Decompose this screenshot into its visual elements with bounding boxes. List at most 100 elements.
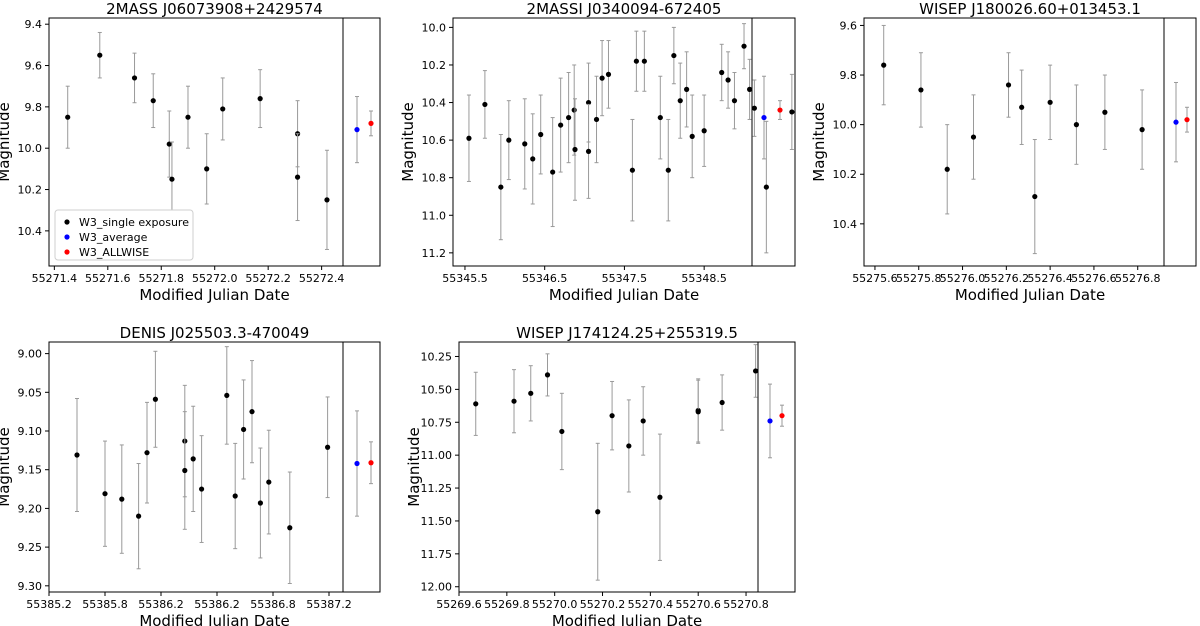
x-tick-label: 55272.0 — [192, 272, 238, 285]
data-point — [136, 513, 142, 519]
x-tick: 55385.8 — [82, 592, 128, 611]
data-point — [166, 141, 172, 147]
x-tick: 55272.2 — [245, 266, 291, 285]
data-point — [511, 398, 517, 404]
y-tick: 10.0 — [18, 142, 49, 155]
data-point — [1102, 109, 1108, 115]
data-point — [522, 141, 528, 147]
data-point — [1005, 82, 1012, 88]
x-axis-label: Modified Julian Date — [549, 286, 699, 304]
y-tick-label: 10.4 — [833, 218, 858, 231]
y-axis-label: Magnitude — [399, 102, 417, 181]
y-tick-label: 10.6 — [422, 134, 447, 147]
data-point — [144, 450, 150, 456]
data-point — [368, 120, 374, 126]
y-tick-label: 11.00 — [421, 449, 453, 462]
y-tick-label: 10.25 — [421, 350, 453, 363]
y-tick: 11.75 — [421, 548, 459, 561]
data-point — [558, 122, 564, 128]
legend-label: W3_average — [79, 231, 148, 244]
y-tick: 9.8 — [25, 101, 49, 114]
legend: W3_single exposure W3_average W3_ALLWISE — [54, 209, 194, 261]
x-tick: 55386.2 — [194, 592, 240, 611]
data-point — [169, 176, 175, 182]
y-tick-label: 11.50 — [421, 515, 453, 528]
x-tick-label: 55385.8 — [82, 598, 128, 611]
x-axis-label: Modified Julian Date — [139, 286, 289, 304]
y-tick: 9.8 — [840, 69, 864, 82]
x-tick: 55269.8 — [484, 592, 530, 611]
x-tick-label: 55387.2 — [306, 598, 352, 611]
series-w3-average — [354, 410, 360, 517]
series-w3-average — [354, 96, 360, 164]
panel-title: DENIS J025503.3-470049 — [120, 324, 310, 342]
data-point — [641, 58, 647, 64]
data-point — [498, 184, 504, 190]
x-tick-label: 55386.2 — [194, 598, 240, 611]
data-point — [466, 135, 472, 141]
x-tick: 55346.5 — [522, 266, 567, 285]
data-point — [677, 98, 683, 104]
x-tick-label: 55270.4 — [628, 598, 674, 611]
x-tick: 55270.2 — [580, 592, 625, 611]
y-tick: 11.25 — [421, 482, 459, 495]
series-w3-allwise — [368, 110, 374, 137]
x-tick: 55348.5 — [681, 266, 727, 285]
y-tick-label: 10.75 — [421, 416, 453, 429]
data-point — [354, 127, 360, 133]
x-tick-label: 55345.5 — [442, 272, 488, 285]
data-point — [595, 509, 601, 515]
series-w3-average — [767, 383, 773, 459]
data-point — [528, 390, 534, 396]
x-tick: 55271.8 — [139, 266, 184, 285]
data-point — [633, 58, 639, 64]
plot-area: 10.25 10.50 10.75 11.00 11.25 11.50 11.75 12.00… — [421, 341, 796, 611]
data-point — [657, 114, 663, 121]
x-tick: 55271.6 — [85, 266, 131, 285]
y-tick: 10.4 — [833, 218, 864, 231]
y-tick-label: 9.8 — [840, 69, 858, 82]
x-tick: 55272.0 — [192, 266, 238, 285]
x-tick: 55276.0 — [940, 266, 985, 285]
data-point — [1184, 117, 1190, 123]
y-tick-label: 10.0 — [422, 21, 447, 34]
y-tick-label: 12.00 — [421, 581, 453, 594]
y-tick-label: 10.4 — [422, 97, 447, 110]
x-tick: 55276.6 — [1071, 266, 1117, 285]
data-point — [266, 479, 272, 485]
series-w3-single-exposure — [881, 24, 1145, 255]
data-point — [665, 167, 671, 173]
y-axis-label: Magnitude — [0, 427, 13, 506]
data-point — [629, 167, 636, 173]
y-tick-label: 10.4 — [18, 225, 43, 238]
y-tick: 12.00 — [421, 581, 459, 594]
panel-2massi-j0340: 2MASSI J0340094-672405 Modified Julian D… — [399, 0, 796, 304]
data-point — [725, 77, 731, 83]
data-point — [719, 399, 725, 406]
data-point — [65, 114, 71, 120]
x-tick-label: 55272.4 — [299, 272, 345, 285]
data-point — [224, 392, 230, 399]
panel-wisep-j1800: WISEP J180026.60+013453.1 Modified Julia… — [810, 0, 1197, 304]
data-point — [185, 114, 191, 120]
data-point — [1139, 127, 1145, 133]
x-tick: 55272.4 — [299, 266, 345, 285]
panel-title: 2MASSI J0340094-672405 — [527, 0, 722, 18]
panel-title: WISEP J180026.60+013453.1 — [919, 0, 1141, 18]
data-point — [572, 146, 578, 153]
y-tick: 10.4 — [18, 225, 49, 238]
data-point — [1047, 99, 1053, 105]
data-point — [97, 52, 103, 58]
y-tick-label: 9.20 — [18, 502, 43, 515]
panel-denis-j0255: DENIS J025503.3-470049 Modified Julian D… — [0, 324, 381, 626]
data-point — [550, 169, 556, 175]
series-w3-allwise — [368, 441, 374, 485]
x-tick-label: 55276.8 — [1115, 272, 1161, 285]
y-tick: 9.20 — [18, 502, 49, 515]
y-tick-label: 9.15 — [18, 464, 43, 477]
series-w3-average — [761, 75, 767, 160]
x-axis-label: Modified Julian Date — [955, 286, 1105, 304]
series-w3-average — [1173, 81, 1179, 163]
data-point — [204, 166, 210, 172]
y-tick-label: 10.2 — [833, 168, 858, 181]
